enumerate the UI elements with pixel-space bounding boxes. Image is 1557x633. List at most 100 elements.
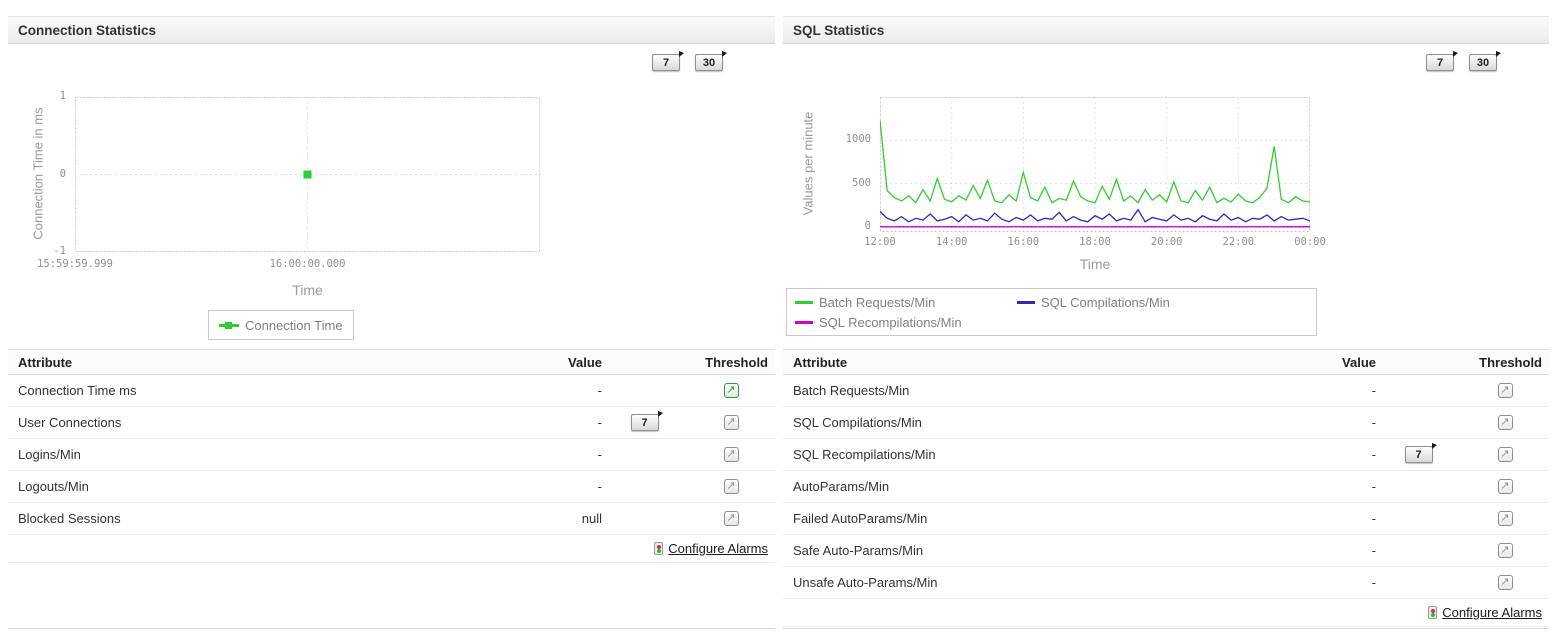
data-point [303,170,312,179]
table-row: AutoParams/Min - ↗ [783,471,1549,503]
configure-alarms-row: Configure Alarms [783,599,1549,627]
period-7-label: 7 [1436,56,1444,69]
y-tick-label: 1 [59,90,66,102]
configure-alarms-link[interactable]: Configure Alarms [668,541,768,556]
x-tick-label: 12:00 [864,236,896,248]
col-header-threshold: Threshold [705,354,768,370]
x-tick-label: 00:00 [1294,236,1326,248]
chart-period-buttons: 7 30 [652,51,727,71]
table-header-row: Attribute Value Threshold [8,349,775,375]
flag-icon [722,51,727,57]
flag-icon [1496,51,1501,57]
y-axis-ticks: 1 0 -1 [8,90,70,257]
attribute-value: - [1371,383,1376,398]
panel-title: SQL Statistics [793,22,885,38]
x-tick-label: 16:00:00.000 [269,258,346,270]
panel-body: 7 30 Connection Time in ms 1 0 -1 15:59:59… [8,44,775,628]
legend-item: SQL Recompilations/Min [795,312,1017,332]
period-30-button[interactable]: 30 [1469,51,1501,71]
y-tick-label: 500 [852,176,871,189]
period-7-label: 7 [641,416,648,429]
flag-icon [657,411,663,417]
x-tick-label: 15:59:59.999 [37,258,113,270]
attribute-value: - [1371,415,1376,430]
attribute-value: - [1371,511,1376,526]
batch-requests-legend-marker-icon [795,300,813,304]
threshold-icon[interactable]: ↗ [723,479,739,494]
threshold-icon[interactable]: ↗ [723,511,739,526]
attribute-name: AutoParams/Min [793,479,890,494]
attribute-value: - [597,479,602,494]
table-row: Blocked Sessions null ↗ [8,503,775,535]
row-period-7-button[interactable]: 7 [1404,443,1437,463]
threshold-icon[interactable]: ↗ [1497,511,1513,526]
panel-title-bar: Connection Statistics [8,16,775,44]
connection-time-chart [75,97,540,252]
x-tick-label: 20:00 [1150,236,1183,248]
threshold-icon[interactable]: ↗ [723,415,739,430]
chart-period-buttons: 7 30 [1426,51,1501,71]
attribute-name: SQL Recompilations/Min [793,447,936,462]
period-7-label: 7 [662,56,670,69]
attribute-value: - [1371,575,1376,590]
sql-recompilations-legend-marker-icon [795,320,813,324]
attribute-value: - [597,383,602,398]
col-header-value: Value [568,354,602,370]
row-period-7-button[interactable]: 7 [630,411,663,431]
flag-icon [1431,443,1437,449]
configure-alarms-link[interactable]: Configure Alarms [1442,605,1542,620]
col-header-value: Value [1342,354,1376,370]
legend-item: Connection Time [219,315,343,335]
alarm-traffic-light-icon [1428,606,1438,619]
x-tick-label: 14:00 [935,236,968,248]
attribute-name: Connection Time ms [18,383,137,398]
attribute-value: null [581,511,602,526]
attribute-value: - [597,415,602,430]
table-row: SQL Compilations/Min - ↗ [783,407,1549,439]
table-row: Logins/Min - ↗ [8,439,775,471]
y-tick-label: -1 [53,245,66,257]
flag-icon [679,51,684,57]
threshold-icon[interactable]: ↗ [1497,383,1513,398]
legend-label: Connection Time [245,317,343,333]
x-tick-label: 16:00 [1007,236,1040,248]
period-30-label: 30 [1476,56,1490,69]
table-row: Logouts/Min - ↗ [8,471,775,503]
table-row: SQL Recompilations/Min - 7 ↗ [783,439,1549,471]
x-axis-title: Time [1079,256,1111,272]
y-tick-label: 0 [59,167,66,180]
sql-statistics-chart [880,97,1310,232]
table-row: Failed AutoParams/Min - ↗ [783,503,1549,535]
table-row: User Connections - 7 ↗ [8,407,775,439]
threshold-icon[interactable]: ↗ [1497,415,1513,430]
threshold-icon[interactable]: ↗ [1497,447,1513,462]
chart-legend: Batch Requests/Min SQL Compilations/Min … [786,288,1317,336]
legend-label: SQL Recompilations/Min [819,314,962,330]
attribute-name: User Connections [18,415,122,430]
series-line [880,120,1310,204]
attribute-value: - [1371,543,1376,558]
attribute-name: Logouts/Min [18,479,89,494]
attribute-name: Safe Auto-Params/Min [793,543,924,558]
threshold-icon[interactable]: ↗ [723,447,739,462]
attribute-name: SQL Compilations/Min [793,415,922,430]
y-axis-title: Values per minute [800,111,816,216]
panel-title: Connection Statistics [18,22,157,38]
period-7-button[interactable]: 7 [652,51,684,71]
threshold-icon[interactable]: ↗ [1497,543,1513,558]
connection-statistics-panel: Connection Statistics 7 30 Connection Ti… [8,16,775,629]
attribute-name: Blocked Sessions [18,511,121,526]
alarm-traffic-light-icon [654,542,664,555]
table-row: Unsafe Auto-Params/Min - ↗ [783,567,1549,599]
table-row: Batch Requests/Min - ↗ [783,375,1549,407]
panel-title-bar: SQL Statistics [783,16,1549,44]
col-header-threshold: Threshold [1479,354,1542,370]
series-line [880,208,1310,223]
threshold-icon[interactable]: ↗ [723,383,739,398]
period-30-button[interactable]: 30 [695,51,727,71]
legend-item: Batch Requests/Min [795,292,1017,312]
threshold-icon[interactable]: ↗ [1497,575,1513,590]
period-7-button[interactable]: 7 [1426,51,1458,71]
attribute-name: Failed AutoParams/Min [793,511,928,526]
threshold-icon[interactable]: ↗ [1497,479,1513,494]
